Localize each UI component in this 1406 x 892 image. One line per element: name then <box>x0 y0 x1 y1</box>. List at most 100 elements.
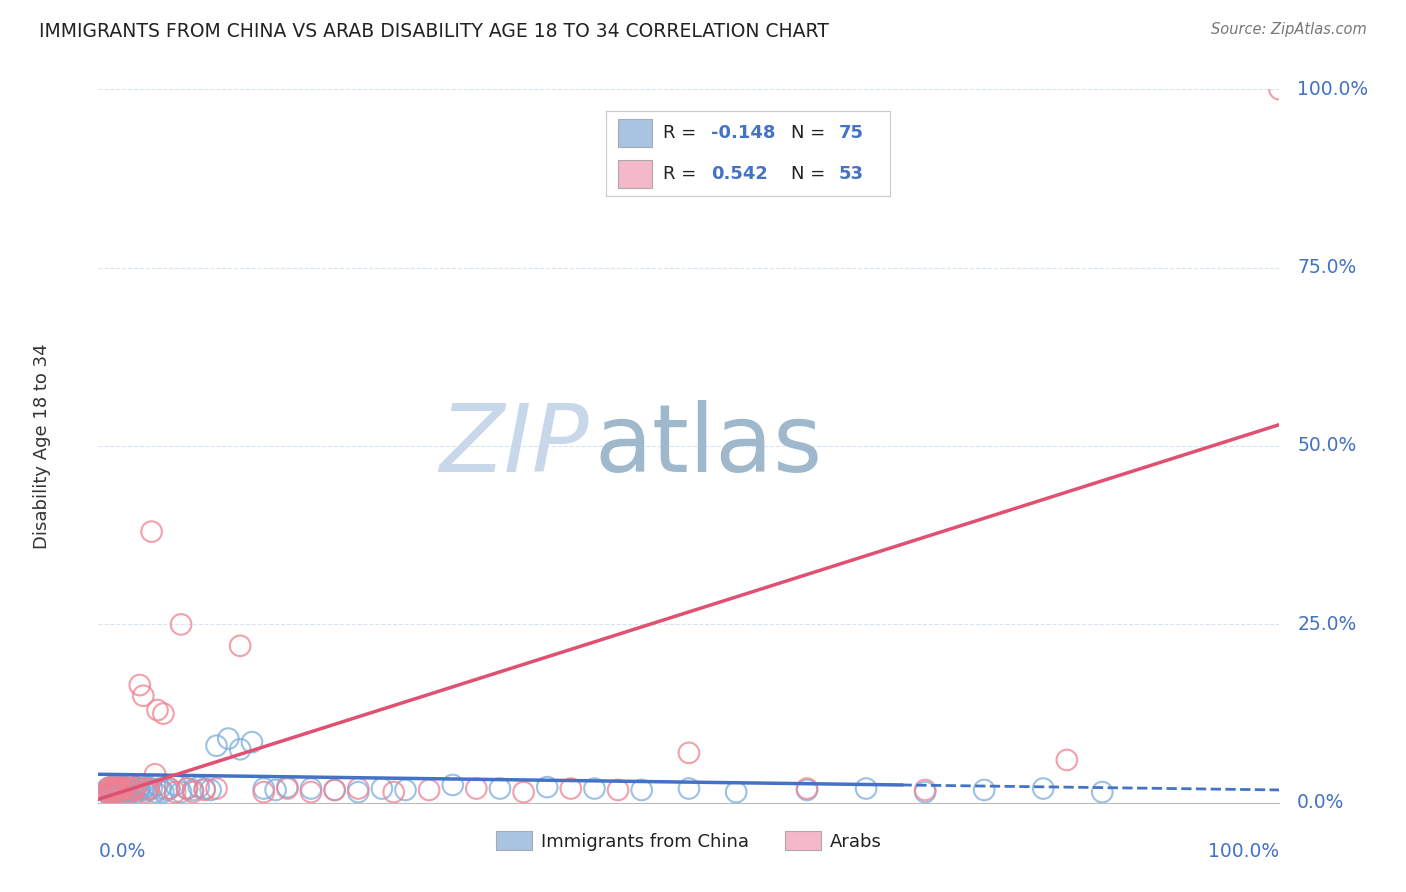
Point <box>157 781 180 796</box>
Point <box>101 787 124 801</box>
Point <box>96 785 118 799</box>
Point <box>98 780 121 794</box>
Point <box>115 778 138 792</box>
Point <box>607 783 630 797</box>
Point <box>441 778 464 792</box>
Text: atlas: atlas <box>595 400 823 492</box>
Point <box>128 783 150 797</box>
Point <box>120 781 142 796</box>
Point <box>111 780 134 794</box>
Text: 25.0%: 25.0% <box>1298 615 1357 634</box>
Point <box>121 781 143 796</box>
Point <box>465 781 488 796</box>
Point <box>97 781 120 796</box>
Point <box>121 785 143 799</box>
Text: 75.0%: 75.0% <box>1298 258 1357 277</box>
Point <box>131 778 153 792</box>
Point <box>194 781 217 796</box>
Point <box>105 781 128 796</box>
Point <box>93 789 115 803</box>
Point <box>382 785 405 799</box>
Point <box>194 783 217 797</box>
Point <box>122 783 145 797</box>
Point <box>118 785 141 799</box>
Point <box>127 785 149 799</box>
Point <box>678 781 700 796</box>
Text: IMMIGRANTS FROM CHINA VS ARAB DISABILITY AGE 18 TO 34 CORRELATION CHART: IMMIGRANTS FROM CHINA VS ARAB DISABILITY… <box>39 22 830 41</box>
Point <box>536 780 558 794</box>
Point <box>678 746 700 760</box>
Point <box>181 783 204 797</box>
Text: 100.0%: 100.0% <box>1208 842 1279 861</box>
Text: Disability Age 18 to 34: Disability Age 18 to 34 <box>32 343 51 549</box>
Point <box>105 778 128 792</box>
Point <box>855 781 877 796</box>
Point <box>104 783 127 797</box>
Text: 100.0%: 100.0% <box>1298 79 1368 99</box>
Point <box>796 781 818 796</box>
Point <box>973 783 995 797</box>
Point <box>108 780 131 794</box>
Point <box>128 678 150 692</box>
Point <box>97 781 120 796</box>
Point <box>347 781 370 796</box>
Point <box>170 617 193 632</box>
Point <box>105 781 128 796</box>
Point <box>111 781 134 796</box>
Point <box>1268 82 1291 96</box>
Point <box>152 706 174 721</box>
Point <box>146 778 169 792</box>
Point <box>112 783 135 797</box>
Point <box>98 787 121 801</box>
Point <box>276 780 298 794</box>
Point <box>115 781 138 796</box>
Point <box>132 689 155 703</box>
Point <box>136 781 159 796</box>
Point <box>132 781 155 796</box>
Legend: Immigrants from China, Arabs: Immigrants from China, Arabs <box>489 824 889 858</box>
Point <box>323 783 346 797</box>
Point <box>98 783 121 797</box>
Point <box>111 778 134 792</box>
Point <box>187 780 209 794</box>
Point <box>146 703 169 717</box>
Point <box>141 524 163 539</box>
Point <box>104 781 127 796</box>
Point <box>583 781 606 796</box>
Point <box>156 783 179 797</box>
Point <box>181 785 204 799</box>
Point <box>141 781 163 796</box>
Text: 50.0%: 50.0% <box>1298 436 1357 456</box>
Point <box>110 785 132 799</box>
Point <box>512 785 534 799</box>
Point <box>489 781 512 796</box>
Text: ZIP: ZIP <box>439 401 589 491</box>
Point <box>253 781 276 796</box>
Point <box>229 742 252 756</box>
Point <box>103 785 125 799</box>
Point <box>114 785 136 799</box>
Point <box>149 781 172 796</box>
Point <box>914 783 936 797</box>
Point <box>176 781 198 796</box>
Point <box>157 781 180 796</box>
Point <box>560 781 582 796</box>
Point <box>118 778 141 792</box>
Point <box>1091 785 1114 799</box>
Point <box>107 783 129 797</box>
Point <box>128 781 150 796</box>
Point <box>276 781 298 796</box>
Text: 0.0%: 0.0% <box>1298 793 1344 813</box>
Point <box>253 785 276 799</box>
Point <box>117 783 139 797</box>
Point <box>98 785 121 799</box>
Point <box>122 783 145 797</box>
Point <box>418 783 440 797</box>
Point <box>100 785 122 799</box>
Point <box>143 767 166 781</box>
Point <box>630 783 652 797</box>
Point <box>143 785 166 799</box>
Point <box>347 785 370 799</box>
Point <box>105 785 128 799</box>
Point <box>796 783 818 797</box>
